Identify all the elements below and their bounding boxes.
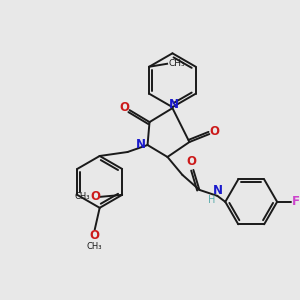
Text: O: O [120, 100, 130, 114]
Text: CH₃: CH₃ [74, 192, 90, 201]
Text: O: O [186, 155, 197, 169]
Text: CH₃: CH₃ [168, 59, 185, 68]
Text: N: N [169, 98, 178, 111]
Text: CH₃: CH₃ [87, 242, 103, 251]
Text: F: F [292, 195, 300, 208]
Text: O: O [90, 229, 100, 242]
Text: O: O [90, 190, 100, 203]
Text: O: O [209, 124, 219, 138]
Text: N: N [136, 137, 146, 151]
Text: H: H [208, 195, 215, 205]
Text: N: N [213, 184, 223, 197]
